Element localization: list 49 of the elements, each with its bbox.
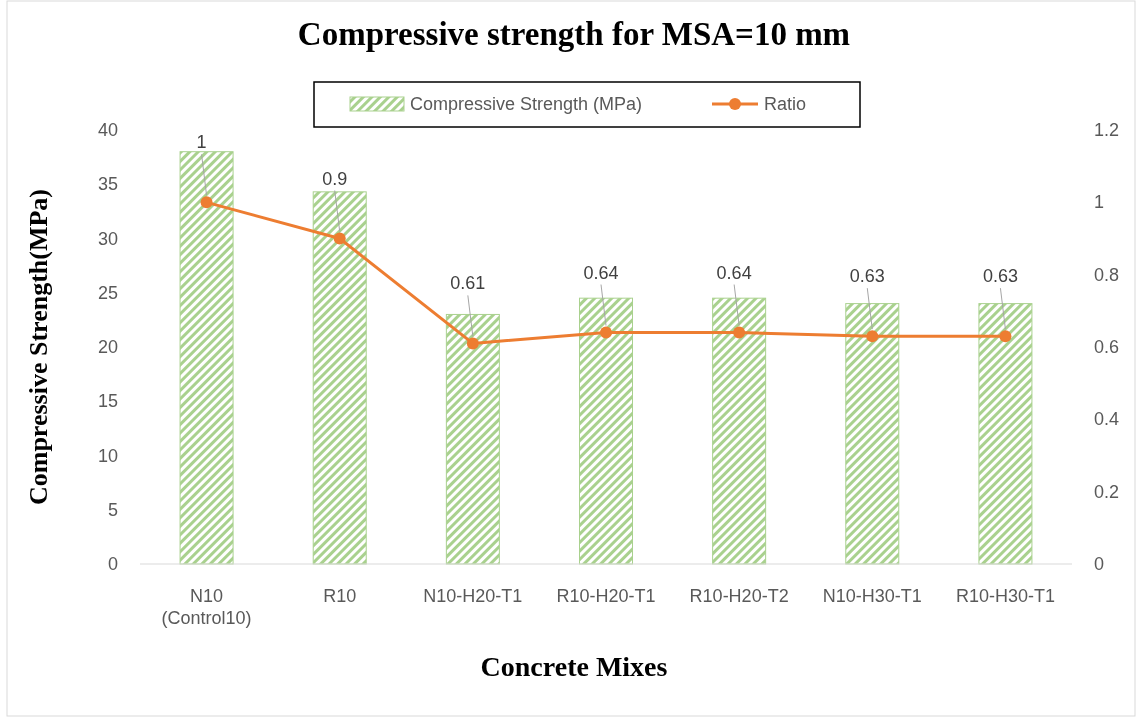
y2-tick-label: 1 <box>1094 192 1105 213</box>
x-tick-label: R10 <box>323 586 357 606</box>
bar <box>579 297 633 565</box>
y2-tick-label: 0.2 <box>1094 481 1120 502</box>
bar <box>312 191 367 565</box>
y-tick-label: 40 <box>97 120 118 140</box>
x-tick-label: N10 (Control10) <box>161 586 252 628</box>
point <box>466 337 479 350</box>
data-label: 0.63 <box>849 266 885 287</box>
y-tick-label: 15 <box>97 391 118 412</box>
data-label: 0.63 <box>982 266 1018 287</box>
point <box>866 330 879 343</box>
legend-label: Ratio <box>764 94 807 114</box>
y2-tick-label: 0 <box>1094 554 1105 574</box>
x-tick-label: R10-H30-T1 <box>955 586 1055 606</box>
data-label: 0.9 <box>322 168 348 189</box>
x-tick-label: R10-H20-T1 <box>556 586 656 606</box>
y2-tick-label: 0.4 <box>1094 409 1120 430</box>
bar <box>445 313 500 565</box>
data-label: 0.64 <box>583 262 619 283</box>
chart-title: Compressive strength for MSA=10 mm <box>297 16 851 52</box>
point <box>333 232 346 245</box>
bar <box>712 297 767 565</box>
data-label: 1 <box>196 132 207 153</box>
y2-tick-label: 0.8 <box>1094 264 1120 285</box>
bar <box>978 303 1033 565</box>
legend-label: Compressive Strength (MPa) <box>410 94 643 114</box>
bar <box>845 303 900 565</box>
y-tick-label: 35 <box>97 174 118 195</box>
y-tick-label: 20 <box>97 337 118 357</box>
point <box>733 326 746 339</box>
y-tick-label: 10 <box>97 445 118 466</box>
data-label: 0.61 <box>450 273 486 294</box>
point <box>999 330 1012 343</box>
point <box>600 326 612 339</box>
bar <box>179 151 234 565</box>
y-axis-title: Compressive Strength(MPa) <box>24 188 53 506</box>
x-tick-label: R10-H20-T2 <box>689 586 789 606</box>
y-tick-label: 5 <box>107 499 118 520</box>
x-tick-label: N10-H20-T1 <box>423 586 523 606</box>
y-tick-label: 25 <box>97 282 118 303</box>
y-tick-label: 0 <box>107 554 118 574</box>
y-tick-label: 30 <box>97 228 118 249</box>
y2-tick-label: 1.2 <box>1094 120 1120 140</box>
point <box>200 196 213 209</box>
x-tick-label: N10-H30-T1 <box>822 586 922 606</box>
x-axis-title: Concrete Mixes <box>480 651 668 682</box>
data-label: 0.64 <box>716 262 752 283</box>
y2-tick-label: 0.6 <box>1094 337 1120 357</box>
